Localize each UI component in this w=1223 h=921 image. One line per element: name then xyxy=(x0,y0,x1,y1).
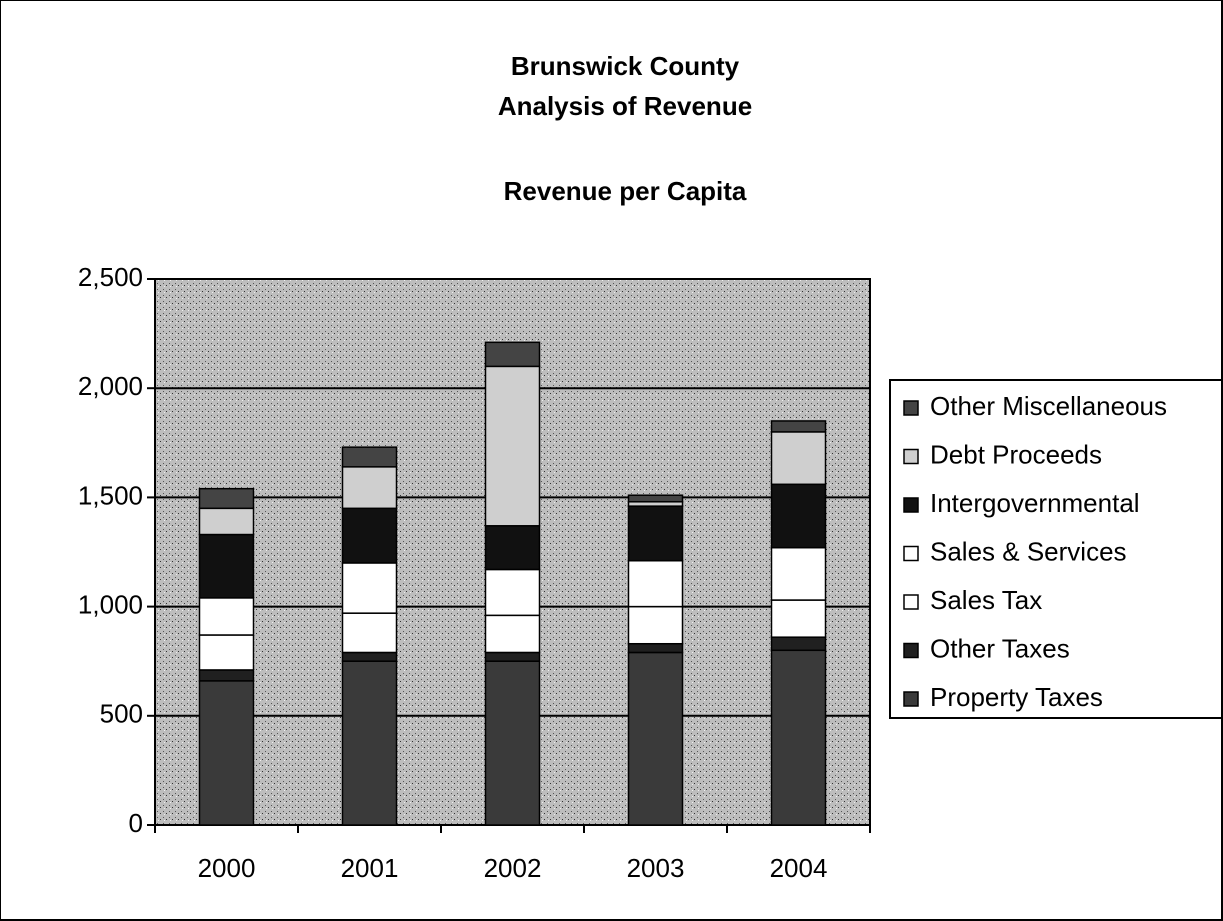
legend-marker xyxy=(903,545,919,562)
legend-marker xyxy=(903,400,919,416)
bar-segment xyxy=(341,660,398,826)
bar-segment xyxy=(341,612,398,654)
y-tick-label: 0 xyxy=(129,808,143,838)
bar-segment xyxy=(627,505,684,562)
chart-title: Analysis of Revenue xyxy=(498,91,752,121)
bar-segment xyxy=(770,483,827,549)
bar-segment xyxy=(770,546,827,601)
legend-label: Property Taxes xyxy=(930,682,1103,712)
bar-segment xyxy=(484,660,541,826)
bar-segment xyxy=(341,651,398,662)
legend-label: Intergovernmental xyxy=(930,488,1140,518)
chart-title: Brunswick County xyxy=(511,51,740,81)
legend xyxy=(889,379,1223,719)
legend-marker xyxy=(903,594,919,610)
legend-label: Debt Proceeds xyxy=(930,439,1102,469)
bar-segment xyxy=(484,614,541,654)
bar-segment xyxy=(484,365,541,527)
bar-segment xyxy=(484,651,541,662)
x-tick-label: 2002 xyxy=(484,853,542,883)
legend-label: Sales & Services xyxy=(930,536,1127,566)
bar-segment xyxy=(484,525,541,571)
bar-segment xyxy=(770,599,827,638)
bar-segment xyxy=(627,642,684,654)
bar-segment xyxy=(627,494,684,503)
legend-marker xyxy=(903,448,919,465)
bar-segment xyxy=(198,487,255,510)
y-tick-label: 1,000 xyxy=(78,589,143,619)
bar-segment xyxy=(198,533,255,599)
bar-segment xyxy=(770,649,827,826)
bar-segment xyxy=(484,341,541,368)
bar-segment xyxy=(770,431,827,486)
legend-marker xyxy=(903,497,919,513)
bar-segment xyxy=(627,559,684,608)
y-tick-label: 2,500 xyxy=(78,262,143,292)
bar-segment xyxy=(341,466,398,510)
legend-label: Sales Tax xyxy=(930,585,1042,615)
legend-marker xyxy=(903,642,919,659)
bar-segment xyxy=(627,605,684,645)
bar-segment xyxy=(198,507,255,536)
x-tick-label: 2000 xyxy=(198,853,256,883)
bar-segment xyxy=(484,568,541,617)
bar-segment xyxy=(198,680,255,826)
x-tick-label: 2004 xyxy=(770,853,828,883)
bar-segment xyxy=(198,634,255,671)
chart-subtitle: Revenue per Capita xyxy=(504,176,747,206)
y-tick-label: 500 xyxy=(100,699,143,729)
bar-segment xyxy=(341,507,398,564)
y-tick-label: 1,500 xyxy=(78,480,143,510)
bar-segment xyxy=(627,651,684,826)
x-tick-label: 2003 xyxy=(627,853,685,883)
legend-label: Other Miscellaneous xyxy=(930,391,1167,421)
legend-marker xyxy=(903,691,919,707)
legend-label: Other Taxes xyxy=(930,633,1070,663)
bar-segment xyxy=(341,446,398,468)
x-tick-label: 2001 xyxy=(341,853,399,883)
bar-segment xyxy=(770,420,827,433)
y-tick-label: 2,000 xyxy=(78,371,143,401)
bar-segment xyxy=(341,562,398,614)
bar-segment xyxy=(198,597,255,636)
bar-segment xyxy=(198,669,255,682)
bar-segment xyxy=(770,636,827,652)
